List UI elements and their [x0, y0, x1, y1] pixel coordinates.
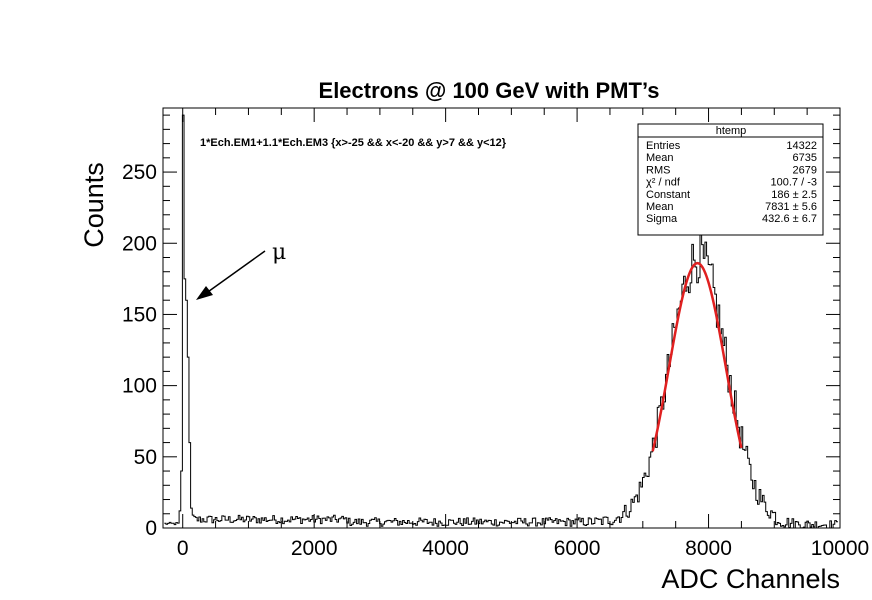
- y-tick-labels: 0 50 100 150 200 250: [122, 161, 157, 540]
- y-tick-label: 0: [145, 517, 157, 540]
- plot-frame: [162, 107, 841, 529]
- stat-label: Constant: [646, 189, 690, 201]
- chart-title: Electrons @ 100 GeV with PMT’s: [319, 78, 660, 103]
- histogram-series: [164, 114, 839, 529]
- stat-label: Mean: [646, 152, 674, 164]
- y-tick-label: 100: [122, 375, 157, 398]
- x-tick-label: 10000: [811, 537, 869, 560]
- y-tick-label: 150: [122, 303, 157, 326]
- x-tick-label: 4000: [422, 537, 469, 560]
- stat-value: 186 ± 2.5: [771, 189, 817, 201]
- stat-value: 100.7 / -3: [771, 177, 817, 189]
- gaussian-fit-curve: [651, 261, 743, 452]
- stat-value: 2679: [793, 164, 817, 176]
- x-tick-label: 6000: [554, 537, 601, 560]
- y-tick-label: 250: [122, 161, 157, 184]
- stats-title: htemp: [716, 125, 747, 137]
- x-tick-label: 8000: [685, 537, 732, 560]
- cut-expression: 1*Ech.EM1+1.1*Ech.EM3 {x>-25 && x<-20 &&…: [200, 137, 507, 149]
- y-axis-label: Counts: [79, 162, 109, 248]
- axis-ticks: [163, 108, 841, 529]
- stat-value: 6735: [793, 152, 817, 164]
- stat-label: χ² / ndf: [646, 177, 681, 189]
- stat-label: RMS: [646, 164, 670, 176]
- stat-value: 432.6 ± 6.7: [762, 213, 817, 225]
- y-tick-label: 200: [122, 232, 157, 255]
- x-axis-label: ADC Channels: [661, 564, 840, 594]
- stat-value: 14322: [786, 140, 817, 152]
- mu-arrow: [196, 250, 266, 300]
- stat-value: 7831 ± 5.6: [765, 201, 817, 213]
- x-tick-labels: 0 2000 4000 6000 8000 10000: [177, 537, 869, 560]
- stat-label: Mean: [646, 201, 674, 213]
- mu-annotation: μ: [272, 240, 286, 265]
- y-tick-label: 50: [134, 446, 157, 469]
- stat-label: Entries: [646, 140, 681, 152]
- x-tick-label: 2000: [291, 537, 338, 560]
- stats-box: htemp Entries 14322 Mean 6735 RMS 2679 χ² / nd…: [637, 123, 824, 236]
- stat-label: Sigma: [646, 213, 678, 225]
- x-tick-label: 0: [177, 537, 189, 560]
